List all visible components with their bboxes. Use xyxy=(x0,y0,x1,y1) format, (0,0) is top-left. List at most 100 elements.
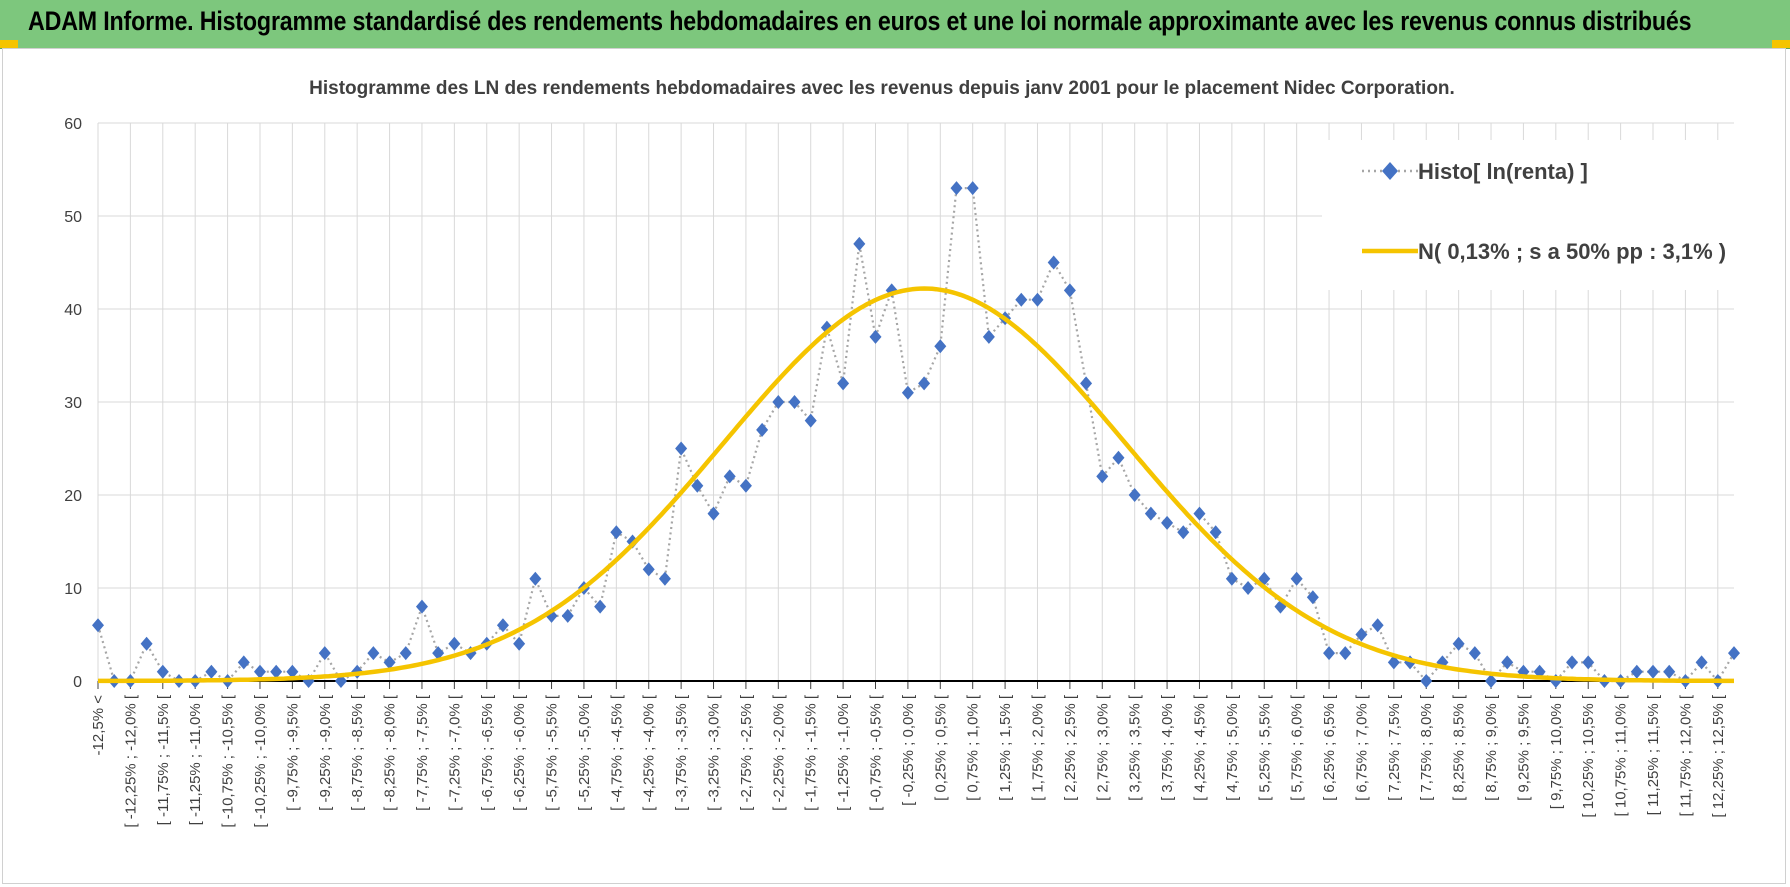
histogram-point xyxy=(691,478,704,493)
legend: Histo[ ln(renta) ] N( 0,13% ; s a 50% pp… xyxy=(1322,140,1772,290)
histogram-point xyxy=(1663,664,1676,679)
x-tick-label: [ 5,75% ; 6,0% [ xyxy=(1289,694,1306,801)
histogram-point xyxy=(594,599,607,614)
x-tick-label: [ -2,75% ; -2,5% [ xyxy=(738,694,755,811)
corner-accent-left xyxy=(0,40,18,48)
x-tick-label: [ -9,25% ; -9,0% [ xyxy=(317,694,334,811)
histogram-point xyxy=(286,664,299,679)
histogram-point xyxy=(982,329,995,344)
chart-frame xyxy=(2,48,1786,884)
histogram-point xyxy=(869,329,882,344)
x-tick-label: [ 4,25% ; 4,5% [ xyxy=(1191,694,1208,801)
histogram-point xyxy=(1695,655,1708,670)
histogram-point xyxy=(756,422,769,437)
histogram-point xyxy=(529,571,542,586)
x-tick-label: [ 10,25% ; 10,5% [ xyxy=(1580,694,1597,817)
x-tick-label: [ 0,25% ; 0,5% [ xyxy=(932,694,949,801)
histogram-point xyxy=(675,441,688,456)
histogram-point xyxy=(853,236,866,251)
x-tick-label: [ -6,75% ; -6,5% [ xyxy=(479,694,496,811)
histogram-point xyxy=(1193,506,1206,521)
histogram-point xyxy=(1063,283,1076,298)
histogram-point xyxy=(1566,655,1579,670)
histogram-point xyxy=(432,646,445,661)
x-tick-label: [ -1,75% ; -1,5% [ xyxy=(803,694,820,811)
histogram-point xyxy=(367,646,380,661)
histogram-point xyxy=(1128,488,1141,502)
x-tick-label: [ 11,75% ; 12,0% [ xyxy=(1677,694,1694,816)
histogram-point xyxy=(739,478,752,493)
histogram-point xyxy=(270,664,283,679)
x-tick-label: [ 2,75% ; 3,0% [ xyxy=(1094,694,1111,801)
x-tick-label: [ -0,75% ; -0,5% [ xyxy=(868,694,885,811)
histogram-point xyxy=(496,618,509,633)
x-tick-label: [ 9,25% ; 9,5% [ xyxy=(1515,694,1532,801)
histogram-point xyxy=(448,636,461,651)
chart-title: Histogramme des LN des rendements hebdom… xyxy=(309,78,1455,99)
histogram-point xyxy=(1582,655,1595,670)
report-title: ADAM Informe. Histogramme standardisé de… xyxy=(28,6,1692,36)
histogram-point xyxy=(1031,292,1044,307)
legend-histogram-marker xyxy=(1382,162,1398,180)
y-tick-label: 30 xyxy=(64,395,82,412)
x-tick-label: [ 7,25% ; 7,5% [ xyxy=(1386,694,1403,801)
histogram-point xyxy=(1468,646,1481,661)
histogram-point xyxy=(1225,571,1238,586)
x-tick-label: [ 7,75% ; 8,0% [ xyxy=(1418,694,1435,801)
histogram-point xyxy=(1306,590,1319,605)
histogram-point xyxy=(92,618,104,633)
histogram-point xyxy=(140,636,153,651)
x-tick-label: [ 3,75% ; 4,0% [ xyxy=(1159,694,1176,801)
x-tick-label: [ -6,25% ; -6,0% [ xyxy=(511,694,528,811)
histogram-point xyxy=(918,376,931,391)
histogram-point xyxy=(788,395,801,409)
series-normal xyxy=(98,286,1734,684)
histogram-point xyxy=(642,562,655,577)
histogram-point xyxy=(707,506,720,521)
histogram-point xyxy=(1371,618,1384,633)
histogram-point xyxy=(723,469,736,484)
histogram-point xyxy=(1080,376,1093,391)
x-tick-label: [ -10,75% ; -10,5% [ xyxy=(220,694,237,827)
histogram-point xyxy=(156,664,169,679)
report-banner: ADAM Informe. Histogramme standardisé de… xyxy=(0,0,1790,49)
histogram-point xyxy=(1630,664,1643,679)
histogram-point xyxy=(1339,646,1352,661)
histogram-point xyxy=(1387,655,1400,670)
x-tick-label: [ 1,75% ; 2,0% [ xyxy=(1029,694,1046,801)
x-tick-label: [ 2,25% ; 2,5% [ xyxy=(1062,694,1079,801)
x-tick-label: [ -8,25% ; -8,0% [ xyxy=(382,694,399,811)
y-tick-label: 50 xyxy=(64,209,82,226)
histogram-point xyxy=(1096,469,1109,484)
histogram-point xyxy=(1242,581,1255,595)
x-tick-label: [ -0,25% ; 0,0% [ xyxy=(900,694,917,806)
x-tick-label: [ -2,25% ; -2,0% [ xyxy=(770,694,787,811)
histogram-point xyxy=(1290,571,1303,586)
x-tick-label: [ -4,25% ; -4,0% [ xyxy=(641,694,658,811)
legend-histogram-label: Histo[ ln(renta) ] xyxy=(1418,159,1588,184)
x-tick-label: [ 5,25% ; 5,5% [ xyxy=(1256,694,1273,801)
x-tick-label: [ -4,75% ; -4,5% [ xyxy=(608,694,625,811)
x-axis: -12,5% < [ -12,25% ; -12,0% [[ -11,75% ; … xyxy=(90,680,1734,828)
x-tick-label: [ -9,75% ; -9,5% [ xyxy=(284,694,301,811)
grid xyxy=(97,122,1734,681)
x-tick-label: [ 3,25% ; 3,5% [ xyxy=(1127,694,1144,801)
x-tick-label: [ 10,75% ; 11,0% [ xyxy=(1613,694,1630,816)
histogram-point xyxy=(1112,450,1125,465)
histogram-point xyxy=(772,395,785,409)
x-tick-label: [ -10,25% ; -10,0% [ xyxy=(252,694,269,827)
y-axis: 0 10 20 30 40 50 60 xyxy=(64,116,82,691)
x-tick-label: [ 8,25% ; 8,5% [ xyxy=(1451,694,1468,801)
x-tick-label: [ -8,75% ; -8,5% [ xyxy=(349,694,366,811)
histogram-point xyxy=(383,655,396,670)
x-tick-label: [ -7,75% ; -7,5% [ xyxy=(414,694,431,811)
histogram-point xyxy=(804,413,817,428)
histogram-point xyxy=(837,376,850,391)
x-tick-label: [ -1,25% ; -1,0% [ xyxy=(835,694,852,811)
histogram-point xyxy=(205,664,218,679)
x-tick-label: -12,5% < xyxy=(90,695,107,756)
x-tick-label: [ -3,25% ; -3,0% [ xyxy=(706,694,723,811)
histogram-point xyxy=(399,646,412,661)
histogram-point xyxy=(1355,627,1368,642)
